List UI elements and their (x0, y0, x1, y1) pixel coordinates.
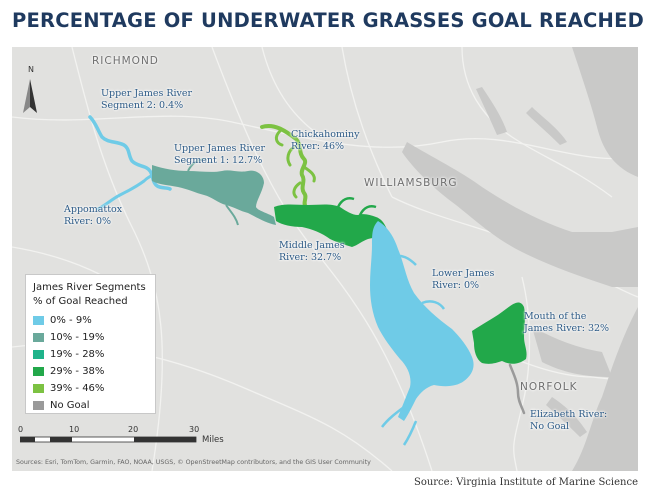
map-panel[interactable]: N RICHMOND WILLIAMSBURG NORFOLK Upper Ja… (12, 47, 638, 471)
segment-upper-james-2[interactable] (88, 115, 172, 191)
legend-item: 29% - 38% (33, 364, 148, 379)
label-mouth-james: Mouth of the James River: 32% (524, 311, 610, 334)
legend-items: 0% - 9% 10% - 19% 19% - 28% 29% - 38% 39… (33, 313, 148, 413)
legend-item: No Goal (33, 398, 148, 413)
legend-subtitle: % of Goal Reached (33, 296, 128, 307)
north-arrow-icon (23, 79, 37, 113)
map-title: PERCENTAGE OF UNDERWATER GRASSES GOAL RE… (12, 9, 644, 32)
scale-tick: 10 (69, 425, 80, 434)
scale-unit: Miles (202, 435, 224, 445)
legend-swatch (33, 367, 44, 376)
segment-mouth-james[interactable] (472, 302, 527, 364)
label-appomattox: Appomattox River: 0% (64, 204, 123, 227)
legend-item: 0% - 9% (33, 313, 148, 328)
scale-tick: 20 (128, 425, 139, 434)
water-bodies (402, 47, 638, 471)
legend-swatch (33, 333, 44, 342)
legend-item: 10% - 19% (33, 330, 148, 345)
segment-middle-james[interactable] (274, 204, 388, 248)
source-credit: Source: Virginia Institute of Marine Sci… (413, 477, 638, 488)
legend-swatch (33, 350, 44, 359)
scale-bar-graphic (20, 436, 197, 443)
basemap (12, 47, 638, 471)
city-label-norfolk: NORFOLK (520, 381, 578, 393)
legend-swatch (33, 384, 44, 393)
label-upper-james-2: Upper James River Segment 2: 0.4% (101, 88, 193, 111)
legend-swatch (33, 401, 44, 410)
segment-elizabeth[interactable] (508, 363, 526, 415)
scale-tick: 0 (18, 425, 24, 434)
north-label: N (28, 65, 34, 74)
label-middle-james: Middle James River: 32.7% (279, 240, 345, 263)
basemap-sources: Sources: Esri, TomTom, Garmin, FAO, NOAA… (16, 459, 371, 466)
city-label-williamsburg: WILLIAMSBURG (364, 177, 458, 189)
scale-tick: 30 (189, 425, 200, 434)
segment-appomattox[interactable] (96, 171, 160, 211)
label-chickahominy: Chickahominy River: 46% (291, 129, 360, 152)
label-upper-james-1: Upper James River Segment 1: 12.7% (174, 143, 266, 166)
legend-item: 39% - 46% (33, 381, 148, 396)
label-lower-james: Lower James River: 0% (432, 268, 495, 291)
legend-item: 19% - 28% (33, 347, 148, 362)
legend-title: James River Segments (33, 282, 146, 293)
legend: James River Segments % of Goal Reached 0… (25, 274, 156, 414)
segment-lower-james[interactable] (370, 221, 474, 421)
label-elizabeth: Elizabeth River: No Goal (530, 409, 608, 432)
city-label-richmond: RICHMOND (92, 55, 159, 67)
legend-swatch (33, 316, 44, 325)
segment-upper-james-1[interactable] (152, 165, 276, 225)
